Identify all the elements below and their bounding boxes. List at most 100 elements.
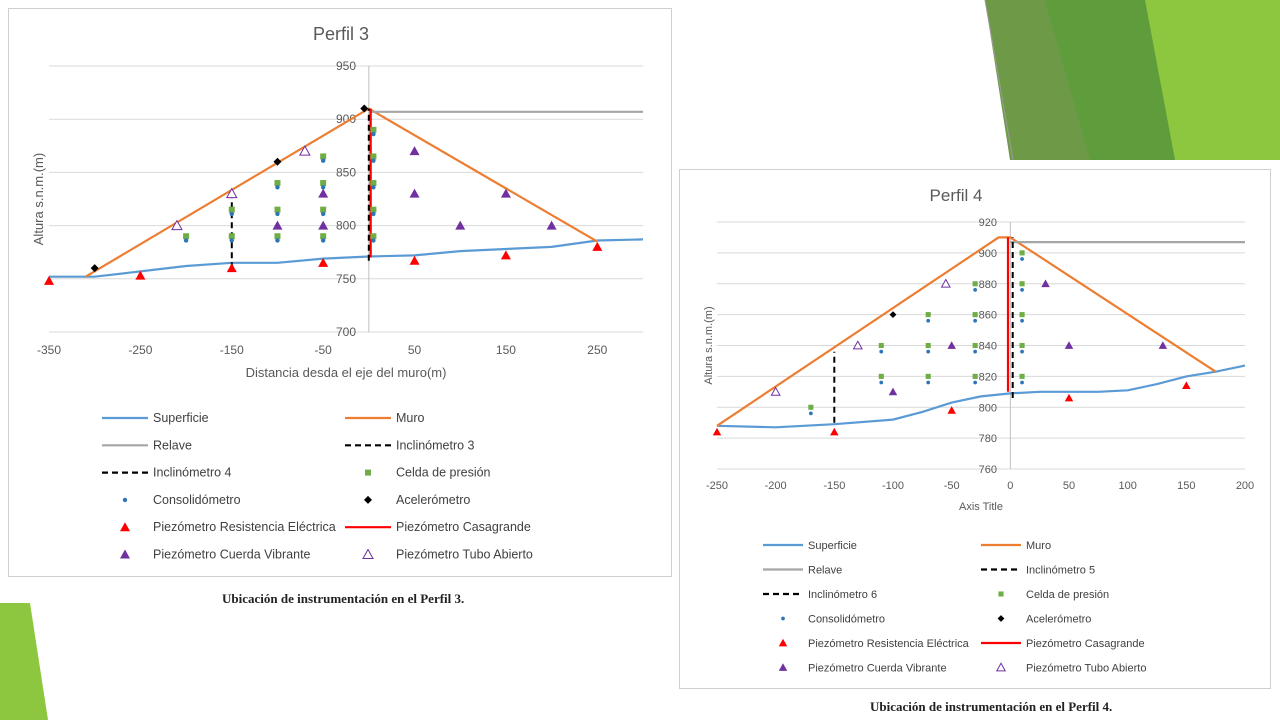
x-tick-label: 250 xyxy=(587,343,607,357)
data-point-celda-de-presion xyxy=(972,373,978,379)
legend-swatch-consolidometro xyxy=(122,497,128,503)
series-piezometro-tubo-abierto xyxy=(171,145,311,231)
data-point-consolidometro xyxy=(973,349,978,354)
chart-title: Perfil 3 xyxy=(313,24,369,44)
data-point-piezometro-resistencia-electrica xyxy=(830,427,839,436)
series-muro xyxy=(716,236,1217,427)
data-point-celda-de-presion xyxy=(925,342,931,349)
x-tick-label: -50 xyxy=(314,343,332,357)
data-point-celda-de-presion xyxy=(320,153,327,160)
y-tick-label: 780 xyxy=(979,433,997,445)
legend-label-piezometro-cuerda-vibrante: Piezómetro Cuerda Vibrante xyxy=(153,548,311,562)
data-point-celda-de-presion xyxy=(370,206,377,213)
series-piezometro-resistencia-electrica xyxy=(712,381,1191,436)
green-accent-bottom-left-shape xyxy=(0,603,48,720)
data-point-piezometro-resistencia-electrica xyxy=(1182,381,1191,390)
data-point-consolidometro xyxy=(275,185,280,190)
y-tick-label: 750 xyxy=(336,272,356,286)
x-axis-title: Axis Title xyxy=(959,501,1003,513)
data-point-consolidometro xyxy=(371,238,376,243)
chart-title: Perfil 4 xyxy=(930,186,983,205)
thin-decor-line xyxy=(984,0,1014,161)
y-axis-title: Altura s.n.m.(m) xyxy=(31,153,46,245)
legend-label-celda-de-presion: Celda de presión xyxy=(396,466,491,480)
data-point-consolidometro xyxy=(1020,318,1024,323)
x-tick-label: 0 xyxy=(1007,480,1013,492)
data-point-piezometro-cuerda-vibrante xyxy=(409,188,420,198)
data-point-piezometro-cuerda-vibrante xyxy=(409,146,420,156)
legend-label-inclinometro-4: Inclinómetro 4 xyxy=(153,466,232,480)
data-point-celda-de-presion xyxy=(183,233,190,240)
data-point-celda-de-presion xyxy=(1019,373,1025,379)
legend-swatch-piezometro-resistencia-electrica xyxy=(120,522,130,532)
legend-label-relave: Relave xyxy=(153,438,192,452)
data-point-consolidometro xyxy=(320,211,326,217)
data-point-consolidometro xyxy=(320,158,326,163)
series-line-superficie xyxy=(49,238,644,278)
data-point-consolidometro xyxy=(973,380,978,385)
y-tick-label: 820 xyxy=(979,371,997,383)
data-point-acelerometro xyxy=(273,157,282,166)
legend-swatch-piezometro-cuerda-vibrante xyxy=(778,663,788,671)
data-point-consolidometro xyxy=(1020,380,1024,385)
legend-label-piezometro-resistencia-electrica: Piezómetro Resistencia Eléctrica xyxy=(153,520,336,534)
data-point-celda-de-presion xyxy=(972,281,978,287)
y-tick-label: 920 xyxy=(979,217,997,229)
data-point-piezometro-resistencia-electrica xyxy=(135,270,146,280)
legend-swatch-piezometro-tubo-abierto xyxy=(995,662,1007,672)
chart-perfil-4-svg: Perfil 4 760 780 800 820 840 860 880 900 920 -250 -… xyxy=(703,186,1254,675)
data-point-piezometro-cuerda-vibrante xyxy=(272,220,283,230)
y-axis-title: Altura s.n.m.(m) xyxy=(703,306,715,384)
caption-perfil-3: Ubicación de instrumentación en el Perfi… xyxy=(222,591,465,606)
x-tick-label: -50 xyxy=(944,480,960,492)
y-tick-label: 860 xyxy=(979,310,997,322)
x-tick-label: -100 xyxy=(882,480,904,492)
x-tick-label: 200 xyxy=(1236,480,1254,492)
data-point-consolidometro xyxy=(879,349,884,354)
data-point-celda-de-presion xyxy=(370,180,377,187)
legend-swatch-celda-de-presion xyxy=(998,591,1004,597)
legend-label-muro: Muro xyxy=(396,411,425,425)
data-point-consolidometro xyxy=(1020,349,1024,354)
caption-perfil-4: Ubicación de instrumentación en el Perfi… xyxy=(870,699,1113,714)
data-point-acelerometro xyxy=(360,104,369,113)
data-point-piezometro-resistencia-electrica xyxy=(712,427,722,436)
data-point-celda-de-presion xyxy=(320,206,327,213)
data-point-piezometro-cuerda-vibrante xyxy=(1041,279,1050,288)
data-point-celda-de-presion xyxy=(228,233,235,240)
data-point-celda-de-presion xyxy=(1019,250,1025,256)
data-point-piezometro-cuerda-vibrante xyxy=(500,188,511,198)
data-point-celda-de-presion xyxy=(370,126,377,133)
data-point-celda-de-presion xyxy=(274,180,281,187)
data-point-consolidometro xyxy=(275,238,280,243)
chart-perfil-4: Perfil 4 760 780 800 820 840 860 880 900 920 -250 -… xyxy=(679,169,1271,689)
series-celda-de-presion xyxy=(808,250,1025,410)
series-consolidometro xyxy=(183,131,376,243)
x-tick-label: -250 xyxy=(706,480,728,492)
data-point-celda-de-presion xyxy=(808,404,814,410)
chart-legend: Superficie Muro Relave Inclinómetro 3 Inclin… xyxy=(102,411,533,562)
data-point-piezometro-resistencia-electrica xyxy=(947,406,956,414)
data-point-piezometro-tubo-abierto xyxy=(299,145,311,156)
legend-label-inclinometro-5: Inclinómetro 5 xyxy=(1026,565,1095,577)
data-point-consolidometro xyxy=(1020,257,1024,261)
data-point-consolidometro xyxy=(808,411,813,416)
y-tick-label: 880 xyxy=(979,279,997,291)
data-point-celda-de-presion xyxy=(320,180,327,187)
data-point-piezometro-cuerda-vibrante xyxy=(947,341,956,349)
y-tick-label: 800 xyxy=(979,402,997,414)
data-point-consolidometro xyxy=(926,318,931,323)
data-point-piezometro-cuerda-vibrante xyxy=(1064,341,1074,349)
data-point-piezometro-tubo-abierto xyxy=(770,386,781,396)
legend-label-inclinometro-3: Inclinómetro 3 xyxy=(396,438,475,452)
legend-label-piezometro-tubo-abierto: Piezómetro Tubo Abierto xyxy=(1026,663,1146,675)
legend-label-consolidometro: Consolidómetro xyxy=(808,614,885,626)
x-tick-label: -150 xyxy=(823,480,845,492)
data-point-piezometro-resistencia-electrica xyxy=(318,257,329,267)
x-tick-label: 50 xyxy=(1063,480,1075,492)
data-point-consolidometro xyxy=(229,238,234,243)
data-point-celda-de-presion xyxy=(370,233,377,240)
x-tick-label: -150 xyxy=(220,343,244,357)
legend-label-piezometro-tubo-abierto: Piezómetro Tubo Abierto xyxy=(396,548,533,562)
